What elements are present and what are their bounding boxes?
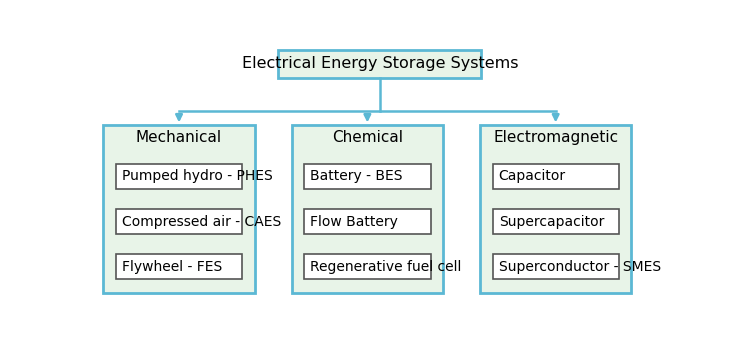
Bar [480, 125, 631, 293]
Bar [278, 50, 482, 77]
Text: Mechanical: Mechanical [136, 130, 222, 145]
Bar [493, 164, 619, 189]
Text: Pumped hydro - PHES: Pumped hydro - PHES [122, 169, 273, 183]
Text: Electromagnetic: Electromagnetic [493, 130, 618, 145]
Bar [493, 255, 619, 279]
Text: Compressed air - CAES: Compressed air - CAES [122, 215, 282, 228]
Text: Electrical Energy Storage Systems: Electrical Energy Storage Systems [242, 56, 518, 71]
Text: Regenerative fuel cell: Regenerative fuel cell [310, 260, 462, 274]
Bar [305, 164, 431, 189]
Text: Battery - BES: Battery - BES [310, 169, 403, 183]
Bar [493, 209, 619, 234]
Bar [116, 209, 242, 234]
Text: Capacitor: Capacitor [499, 169, 566, 183]
Text: Superconductor - SMES: Superconductor - SMES [499, 260, 661, 274]
Bar [305, 255, 431, 279]
Bar [305, 209, 431, 234]
Bar [104, 125, 255, 293]
Bar [116, 255, 242, 279]
Text: Flow Battery: Flow Battery [310, 215, 398, 228]
Bar [116, 164, 242, 189]
Bar [292, 125, 443, 293]
Text: Flywheel - FES: Flywheel - FES [122, 260, 222, 274]
Text: Supercapacitor: Supercapacitor [499, 215, 604, 228]
Text: Chemical: Chemical [332, 130, 403, 145]
